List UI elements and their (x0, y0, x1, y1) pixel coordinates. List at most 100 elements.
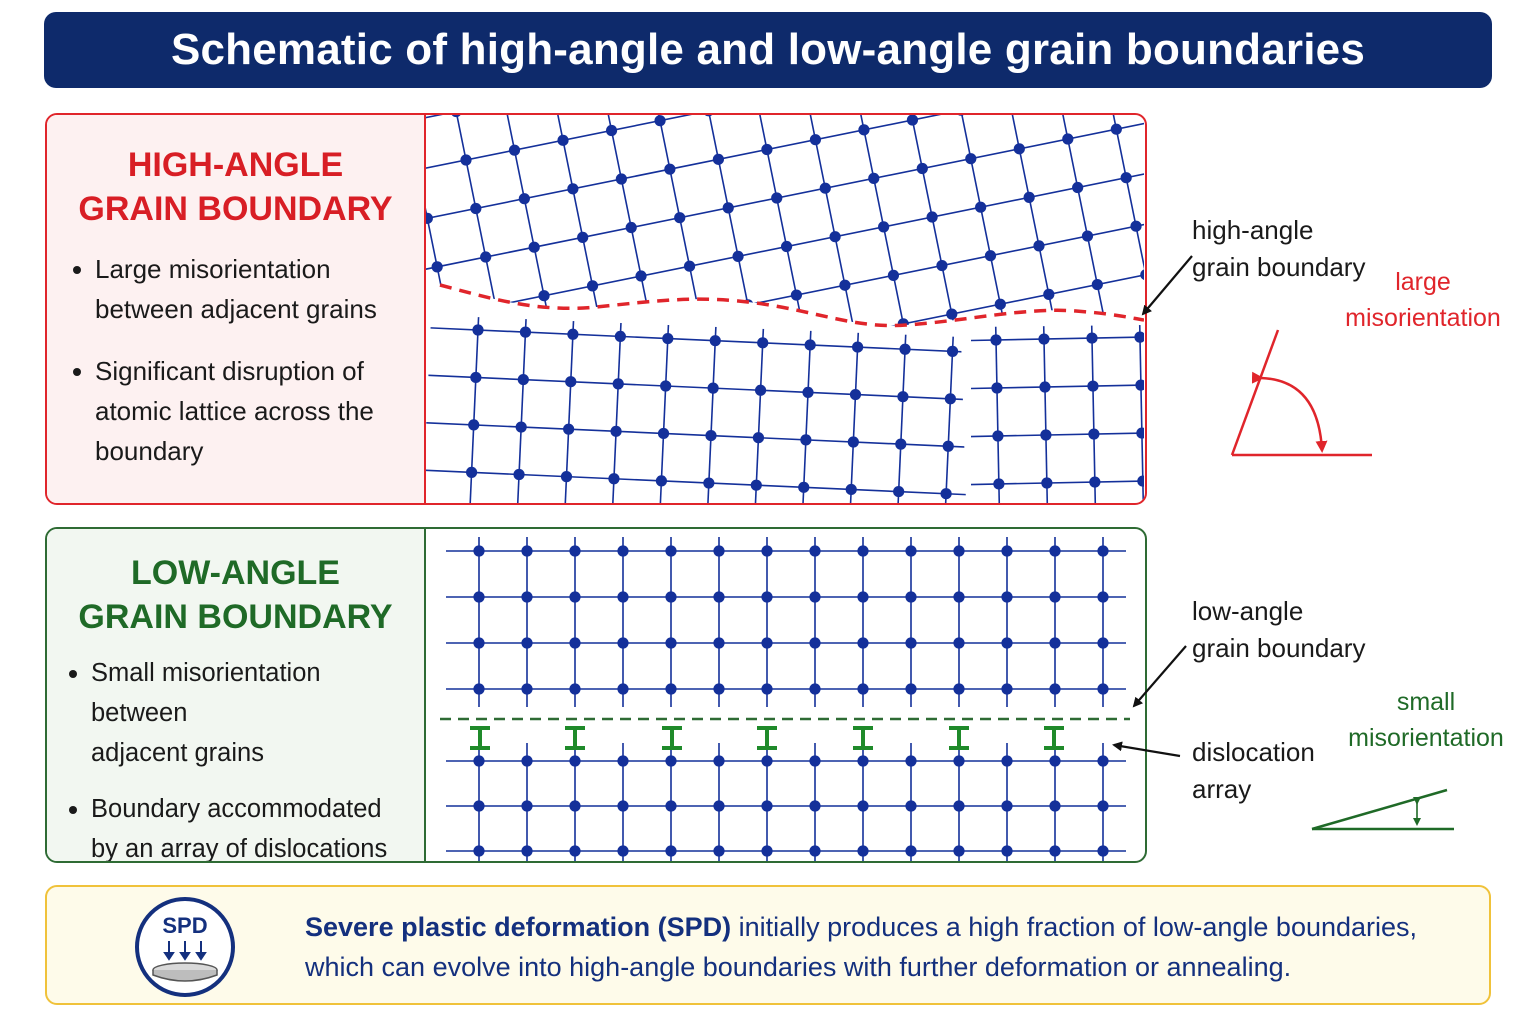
lattice-atom (518, 193, 530, 205)
lattice-atom (895, 438, 907, 450)
lattice-atom (994, 298, 1006, 310)
lattice-atom (857, 591, 869, 603)
lattice-atom (845, 483, 857, 496)
lattice-atom (1049, 845, 1061, 857)
lattice-atom (713, 545, 725, 557)
lattice-atom (1033, 240, 1045, 252)
lattice-atom (953, 591, 965, 603)
lattice-atom (713, 591, 725, 603)
large-misorientation-label-line2: misorientation (1345, 304, 1501, 332)
high-angle-boundary-label-line2: grain boundary (1192, 252, 1366, 282)
lattice-atom (1097, 845, 1109, 857)
lattice-atom (761, 637, 773, 649)
spd-note-rest: initially produces a high fraction of lo… (731, 912, 1418, 942)
lattice-atom (809, 591, 821, 603)
lattice-atom (761, 800, 773, 812)
lattice-atom (857, 683, 869, 695)
lattice-atom (1097, 591, 1109, 603)
lattice-bond (994, 325, 1002, 503)
lattice-atom (852, 341, 864, 353)
lattice-atom (1049, 545, 1061, 557)
lattice-atom (597, 329, 608, 340)
lattice-atom (521, 591, 533, 603)
small-angle-icon (1311, 788, 1454, 831)
lattice-atom (617, 755, 629, 767)
dislocation-symbol (470, 726, 490, 750)
lattice-atom (897, 391, 909, 403)
lattice-atom (946, 345, 959, 357)
large-misorientation-label: large misorientation (1340, 264, 1506, 336)
lattice-atom (519, 326, 532, 338)
high-angle-bullet-2-line2: atomic lattice across the (95, 396, 374, 426)
lattice-atom (569, 800, 581, 812)
low-angle-bullet-2-line2: by an array of dislocations (91, 835, 388, 863)
lattice-atom (608, 473, 620, 485)
lattice-atom (1041, 477, 1053, 489)
high-angle-bullet-1: Large misorientation between adjacent gr… (69, 249, 414, 329)
lattice-bond (426, 115, 1144, 239)
lattice-atom (470, 202, 482, 215)
high-angle-heading-line1: HIGH-ANGLE (127, 146, 344, 184)
lattice-atom (450, 115, 462, 118)
lattice-atom (936, 259, 948, 272)
lattice-atom (1136, 427, 1144, 439)
lattice-atom (665, 637, 677, 649)
lattice-atom (953, 845, 965, 857)
lattice-bond (426, 115, 1144, 142)
lattice-atom (465, 466, 478, 478)
lattice-atom (1097, 683, 1109, 695)
lattice-atom (953, 755, 965, 767)
lattice-atom (473, 755, 485, 767)
lattice-atom (635, 270, 647, 282)
lattice-atom (1110, 123, 1122, 135)
low-angle-heading-line2: GRAIN BOUNDARY (78, 598, 393, 636)
lattice-atom (754, 384, 767, 396)
lattice-atom (569, 683, 581, 695)
lattice-atom (899, 343, 911, 355)
lattice-atom (975, 201, 987, 213)
lattice-atom (569, 755, 581, 767)
lattice-atom (992, 430, 1004, 442)
lattice-atom (857, 845, 869, 857)
lattice-bond (591, 115, 672, 326)
lattice-atom (560, 471, 573, 483)
lattice-bond (608, 315, 624, 503)
lattice-atom (665, 800, 677, 812)
lattice-atom (713, 755, 725, 767)
lattice-atom (655, 475, 667, 487)
lattice-bond (426, 115, 1144, 191)
lattice-atom (761, 683, 773, 695)
lattice-atom (461, 407, 472, 418)
high-angle-lattice-diagram (426, 115, 1144, 503)
lattice-atom (473, 845, 485, 857)
lattice-atom (847, 436, 859, 448)
lattice-atom (704, 358, 715, 369)
lattice-atom (521, 755, 533, 767)
lattice-atom (674, 212, 686, 224)
lattice-atom (1097, 755, 1109, 767)
lattice-atom (1023, 191, 1035, 203)
lattice-atom (868, 172, 880, 184)
lattice-atom (839, 279, 851, 291)
high-angle-boundary-label-line1: high-angle (1192, 215, 1314, 245)
high-angle-heading-line2: GRAIN BOUNDARY (78, 190, 393, 228)
spd-note-box: SPD Severe plastic deformation (SPD) ini… (45, 885, 1491, 1005)
low-angle-lattice-grid (446, 537, 1126, 861)
lattice-bond (1027, 115, 1108, 326)
lattice-atom (645, 318, 657, 326)
lattice-atom (804, 339, 816, 351)
lattice-atom (1097, 637, 1109, 649)
high-angle-panel: HIGH-ANGLE GRAIN BOUNDARY Large misorien… (45, 113, 1147, 505)
dislocation-array-label-line1: dislocation (1192, 737, 1315, 767)
lattice-atom (761, 755, 773, 767)
lattice-atom (660, 380, 672, 392)
lattice-atom (946, 308, 958, 320)
lattice-atom (1049, 637, 1061, 649)
lattice-atom (426, 212, 433, 224)
spd-note-line1: Severe plastic deformation (SPD) initial… (305, 907, 1455, 947)
lattice-atom (665, 545, 677, 557)
lattice-atom (713, 683, 725, 695)
lattice-atom (665, 591, 677, 603)
spd-note-text: Severe plastic deformation (SPD) initial… (305, 907, 1455, 987)
lattice-bond (846, 315, 861, 503)
